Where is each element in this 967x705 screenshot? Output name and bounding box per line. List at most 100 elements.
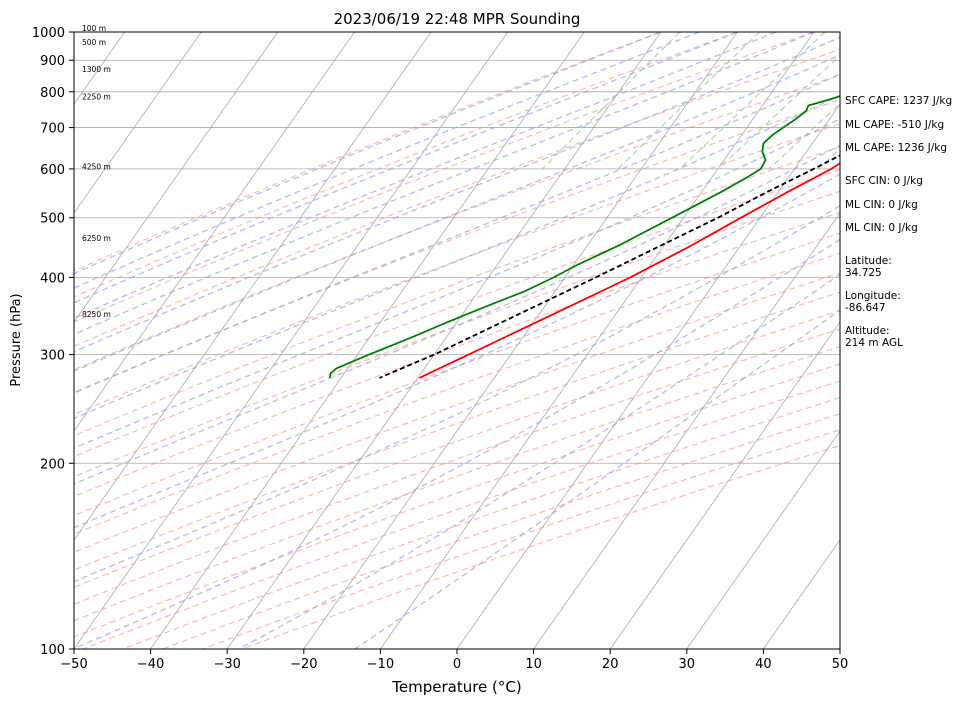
isotherm-line [74,32,279,323]
dry-adiabat-line [74,32,740,298]
temperature-profile-line [418,162,840,379]
y-tick-label: 300 [40,349,65,364]
x-axis-label: Temperature (°C) [391,678,521,696]
sounding-parameter-label: ML CAPE: 1236 J/kg [845,142,948,154]
y-tick-label: 600 [40,163,65,178]
dry-adiabat-line [74,32,663,272]
height-label: 6250 m [82,234,111,243]
dry-adiabat-line [74,32,816,323]
isotherm-line [74,32,202,214]
x-tick-label: −30 [213,657,240,672]
isotherm-line [150,32,585,649]
y-axis: 100 200 300 400 500 600 700 800 900 1000 [32,26,74,658]
isotherm-line [456,103,840,649]
moist-adiabat-line [238,273,840,649]
dry-adiabat-line [74,190,840,478]
moist-adiabat-line [74,32,662,275]
x-tick-label: 30 [679,657,696,672]
x-tick-label: 20 [602,657,619,672]
dry-adiabat-line [74,168,840,458]
mixing-ratio-line [960,32,967,169]
mixing-ratio-line [768,103,840,170]
dewpoint-profile-line [328,95,840,379]
y-axis-label: Pressure (hPa) [9,293,24,386]
moist-adiabat-line [74,204,840,583]
dry-adiabat-line [74,291,840,571]
dry-adiabat-line [74,74,840,371]
moist-adiabat-line [74,118,840,450]
x-tick-label: 40 [755,657,772,672]
background-lines [74,32,967,649]
isotherm-line [303,32,738,649]
isotherm-line [609,321,840,649]
moist-adiabat-line [354,309,840,649]
moist-adiabat-line [74,32,700,289]
moist-adiabat-line [74,32,815,336]
y-tick-label: 200 [40,457,65,472]
dry-adiabat-line [74,272,840,553]
parcel-profile-line [379,154,840,379]
isotherm-line [74,32,355,432]
dry-adiabat-line [74,99,840,394]
x-tick-label: −50 [60,657,87,672]
moist-adiabat-line [74,94,840,420]
moist-adiabat-line [74,54,840,372]
height-label: 2250 m [82,93,111,102]
sounding-parameter-label: ML CAPE: -510 J/kg [845,119,945,131]
sounding-parameter-label: ML CIN: 0 J/kg [845,222,918,234]
height-labels: 100 m 500 m 1300 m 2250 m 4250 m 6250 m 8250 m [82,24,111,319]
x-tick-label: 0 [453,657,461,672]
dry-adiabat-line [74,328,840,605]
dry-adiabat-line [74,48,840,347]
height-label: 4250 m [82,163,111,172]
sounding-parameter-label: Altitude: 214 m AGL [845,325,903,349]
mixing-ratio-line [617,32,760,170]
x-tick-label: −40 [137,657,164,672]
moist-adiabat-line [74,36,840,353]
x-tick-label: −20 [290,657,317,672]
sounding-parameter-label: SFC CIN: 0 J/kg [845,175,923,187]
isotherm-line [379,32,815,649]
height-label: 500 m [82,38,106,47]
sounding-parameter-label: SFC CAPE: 1237 J/kg [845,95,953,107]
moist-adiabat-line [74,73,840,394]
isotherm-line [74,32,509,649]
moist-adiabat-line [74,238,840,649]
sounding-parameter-label: Latitude: 34.725 [845,255,892,279]
dry-adiabat-line [74,310,840,588]
moist-adiabat-line [74,144,840,485]
dry-adiabat-line [82,380,840,649]
x-tick-label: −10 [367,657,394,672]
sounding-parameter-label: Longitude: -86.647 [845,290,901,314]
sounding-parameter-label: ML CIN: 0 J/kg [845,199,918,211]
height-label: 100 m [82,24,106,33]
dry-adiabat-line [74,363,840,638]
series-group [328,95,840,379]
y-tick-label: 1000 [32,26,65,41]
isotherm-line [74,32,432,541]
dry-adiabat-line [74,211,840,498]
height-label: 1300 m [82,65,111,74]
isotherm-line [533,212,840,649]
isotherm-line [226,32,662,649]
dry-adiabat-line [74,232,840,517]
x-tick-label: 10 [525,657,542,672]
dry-adiabat-line [74,252,840,535]
moist-adiabat-line [74,32,777,319]
x-axis: −50 −40 −30 −20 −10 0 10 20 30 40 50 [60,649,848,672]
y-tick-label: 800 [40,86,65,101]
y-tick-label: 700 [40,122,65,137]
x-tick-label: 50 [832,657,849,672]
dry-adiabat-line [74,146,840,437]
isotherm-line [686,430,840,649]
y-tick-label: 400 [40,272,65,287]
isotherm-line [762,539,840,649]
mixing-ratio-line [541,32,681,170]
moist-adiabat-line [74,173,840,529]
dry-adiabat-line [74,123,840,416]
y-tick-label: 100 [40,643,65,658]
y-tick-label: 500 [40,212,65,227]
height-label: 8250 m [82,310,111,319]
moist-adiabat-line [74,32,738,304]
